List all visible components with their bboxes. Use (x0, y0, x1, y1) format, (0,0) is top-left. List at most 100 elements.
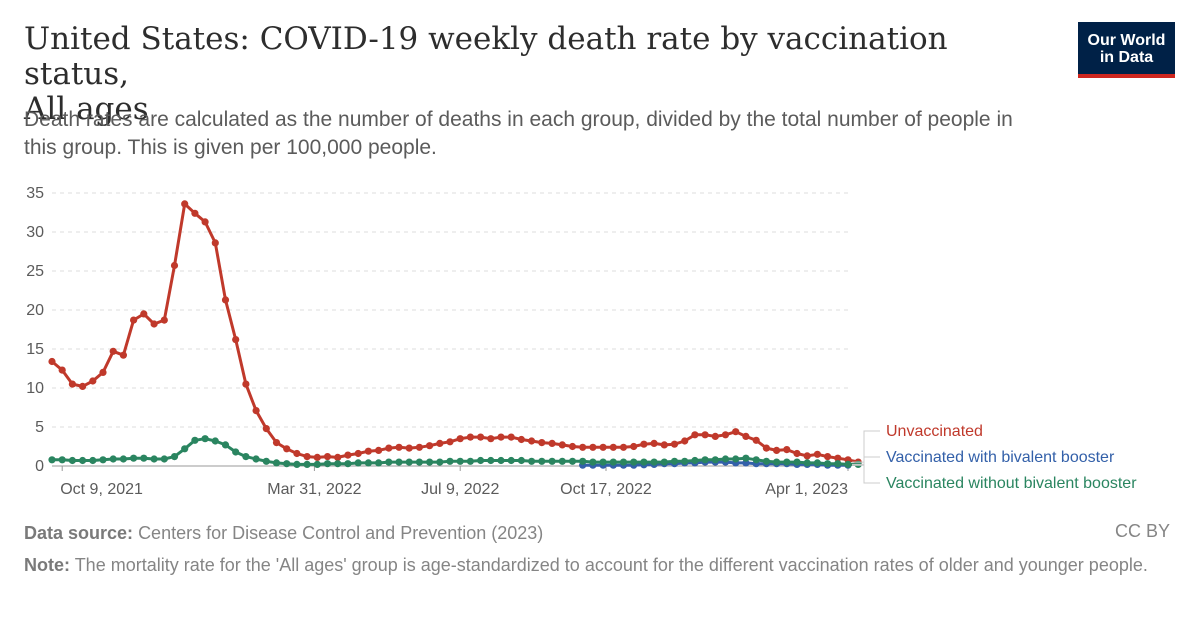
note-text: The mortality rate for the 'All ages' gr… (74, 555, 1148, 575)
y-tick-label: 35 (26, 185, 44, 202)
data-point (446, 438, 454, 446)
data-point (762, 444, 771, 452)
data-point (824, 460, 832, 468)
data-point (670, 440, 679, 448)
data-point (89, 456, 97, 465)
data-point (793, 458, 801, 466)
data-point (48, 357, 56, 366)
legend-connector (852, 463, 880, 484)
data-point (221, 441, 230, 449)
data-point (681, 457, 689, 465)
data-point (619, 458, 628, 466)
data-point (242, 380, 250, 388)
data-point (701, 456, 709, 464)
data-point (507, 433, 515, 441)
data-point (630, 442, 638, 451)
license[interactable]: CC BY (1114, 521, 1170, 541)
chart-subtitle: Death rates are calculated as the number… (24, 106, 1154, 162)
data-point (313, 453, 321, 461)
data-point (293, 460, 301, 468)
data-point (813, 459, 822, 467)
data-point (660, 458, 668, 466)
data-point (834, 454, 842, 462)
data-point (579, 457, 587, 465)
data-point (385, 444, 393, 452)
data-point (548, 457, 556, 465)
data-point (181, 200, 189, 208)
data-point (130, 454, 138, 462)
owid-logo[interactable]: Our World in Data (1078, 22, 1175, 78)
data-point (568, 457, 577, 465)
data-point (497, 456, 505, 465)
data-point (415, 443, 423, 451)
data-point (395, 458, 403, 466)
logo-line-2: in Data (1099, 49, 1154, 66)
data-point (405, 458, 413, 466)
data-point (191, 209, 199, 217)
data-point (150, 320, 158, 328)
data-point (211, 239, 219, 247)
data-point (711, 456, 719, 464)
data-point (517, 435, 526, 444)
data-point (568, 442, 577, 451)
data-point (844, 460, 852, 468)
data-point (323, 460, 332, 468)
data-point (762, 457, 771, 465)
data-point (191, 436, 199, 444)
data-point (68, 380, 76, 388)
y-tick-label: 0 (35, 458, 44, 475)
data-point (436, 458, 444, 466)
title-line-1: United States: COVID-19 weekly death rat… (24, 21, 948, 92)
data-point (405, 444, 413, 452)
data-point (79, 456, 87, 465)
data-point (742, 454, 750, 462)
data-point (783, 458, 791, 466)
data-point (538, 457, 546, 465)
data-point (375, 446, 383, 454)
data-point (58, 456, 66, 464)
data-point (548, 439, 556, 447)
data-point (783, 446, 791, 454)
data-point (466, 457, 474, 465)
line-chart: 0 5 10 15 20 25 30 35 Oct 9, 2021 Mar 31, 2022 Jul… (26, 185, 1137, 498)
data-point (528, 437, 536, 445)
data-point (487, 435, 495, 443)
data-point (446, 457, 454, 465)
data-point (262, 425, 270, 433)
data-point (109, 347, 117, 355)
data-point (395, 443, 403, 451)
data-point (415, 458, 423, 466)
subtitle-line-1: Death rates are calculated as the number… (24, 108, 1013, 131)
x-tick-label: Apr 1, 2023 (765, 481, 848, 498)
data-point (334, 460, 342, 468)
x-tick-label: Mar 31, 2022 (267, 481, 361, 498)
y-tick-label: 25 (26, 263, 44, 280)
data-point (221, 296, 230, 304)
data-point (558, 457, 566, 465)
data-point (252, 407, 260, 415)
chart-note: Note: The mortality rate for the 'All ag… (24, 553, 1154, 577)
data-point (79, 382, 87, 390)
data-point (364, 447, 372, 455)
data-point (742, 432, 750, 440)
data-point (650, 439, 658, 447)
data-point (252, 455, 260, 463)
data-point (477, 456, 485, 465)
data-point (48, 456, 56, 464)
x-tick-label: Oct 9, 2021 (60, 481, 143, 498)
subtitle-line-2: this group. This is given per 100,000 pe… (24, 136, 437, 159)
data-point (354, 459, 362, 467)
note-label: Note: (24, 555, 70, 575)
data-point (528, 457, 536, 465)
data-point (650, 458, 658, 466)
source-label: Data source: (24, 523, 134, 543)
data-point (130, 316, 138, 324)
y-tick-label: 20 (26, 302, 44, 319)
data-point (732, 455, 740, 463)
source-text[interactable]: Centers for Disease Control and Preventi… (138, 523, 544, 543)
data-point (160, 455, 168, 463)
data-point (691, 456, 699, 465)
data-source: Data source: Centers for Disease Control… (24, 521, 543, 545)
legend-label: Vaccinated without bivalent booster (886, 475, 1137, 492)
legend-label: Unvaccinated (886, 423, 983, 440)
